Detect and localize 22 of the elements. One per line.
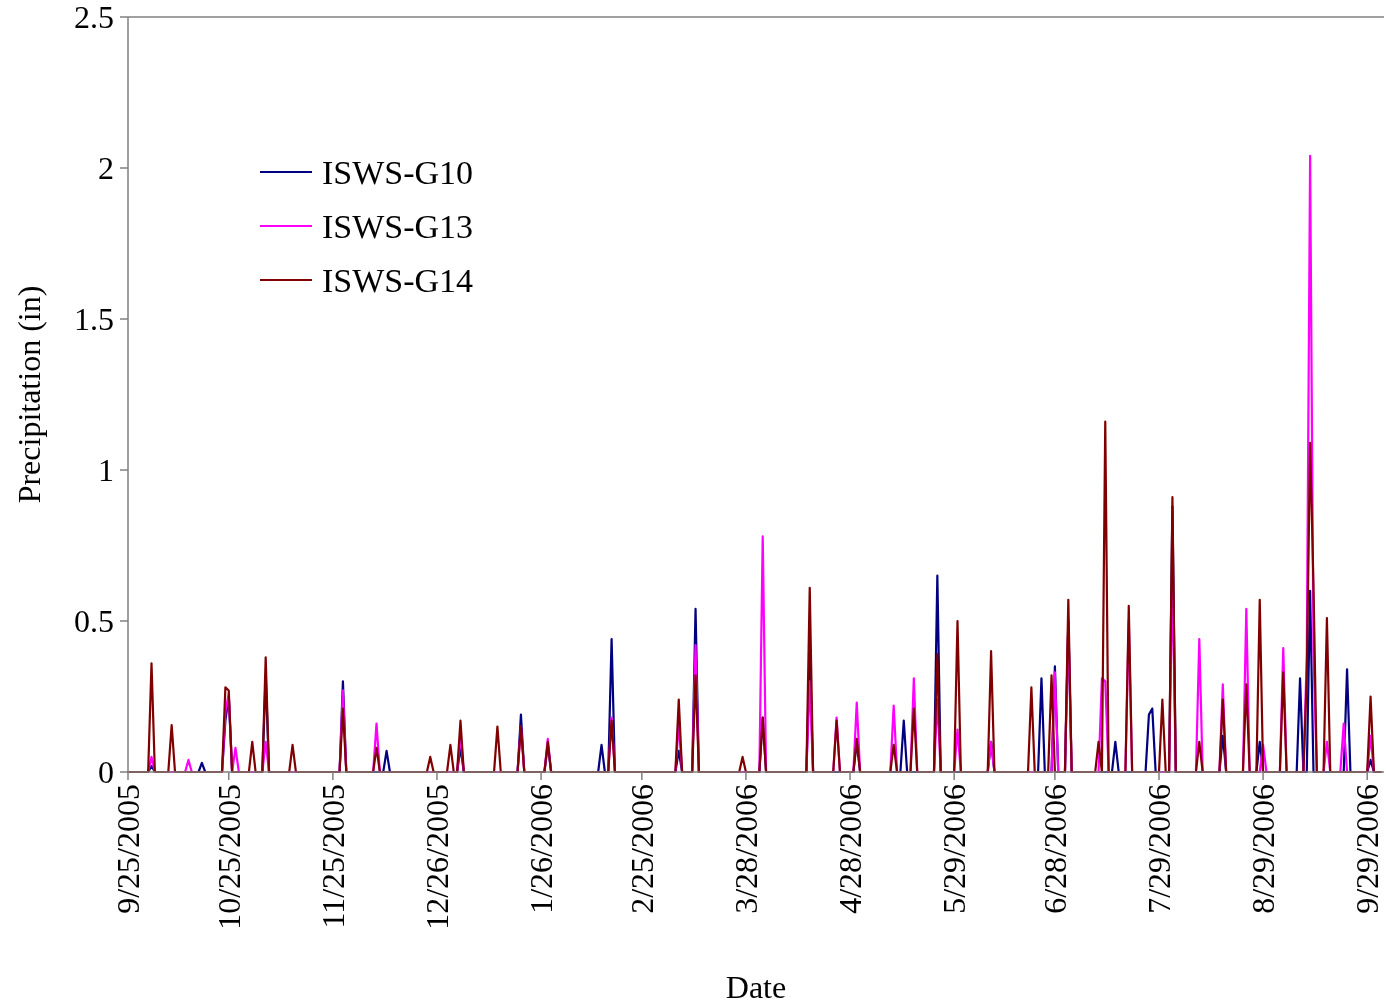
x-tick-label: 1/26/2006 — [523, 784, 560, 914]
legend-label: ISWS-G14 — [322, 261, 474, 299]
x-tick-label: 2/25/2006 — [624, 784, 661, 914]
x-tick-label: 6/28/2006 — [1037, 784, 1074, 914]
x-axis-title: Date — [725, 969, 787, 1005]
y-tick-label: 1.5 — [74, 301, 114, 338]
x-tick-label: 12/26/2005 — [419, 784, 456, 930]
x-tick-label: 5/29/2006 — [936, 784, 973, 914]
y-tick-label: 0.5 — [74, 603, 114, 640]
y-tick-label: 2 — [98, 150, 114, 187]
y-tick-label: 1 — [98, 452, 114, 489]
x-tick-label: 10/25/2005 — [210, 784, 247, 930]
x-tick-label: 7/29/2006 — [1141, 784, 1178, 914]
x-tick-label: 9/29/2006 — [1349, 784, 1386, 914]
legend-label: ISWS-G13 — [322, 207, 474, 245]
x-tick-label: 8/29/2006 — [1245, 784, 1282, 914]
legend-label: ISWS-G10 — [322, 153, 474, 191]
y-tick-label: 2.5 — [74, 0, 114, 36]
x-tick-label: 4/28/2006 — [832, 784, 869, 914]
y-axis-title: Precipitation (in) — [11, 285, 47, 504]
x-tick-label: 11/25/2005 — [315, 784, 352, 929]
x-tick-label: 3/28/2006 — [728, 784, 765, 914]
